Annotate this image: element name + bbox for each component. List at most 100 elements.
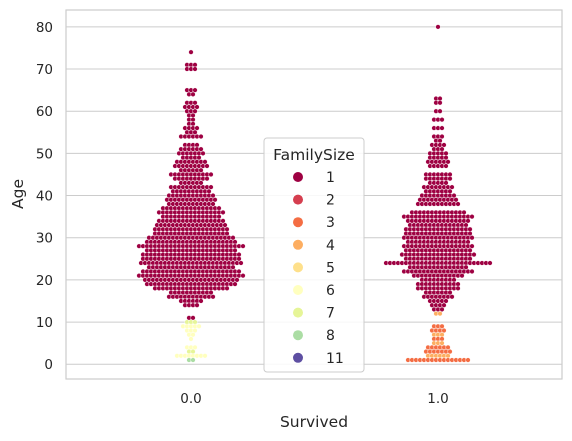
y-tick-label: 10 <box>36 315 53 331</box>
data-point <box>463 264 469 270</box>
data-point <box>224 231 230 237</box>
data-point <box>208 184 214 190</box>
legend-label: 8 <box>326 328 335 344</box>
y-tick-label: 70 <box>36 62 53 78</box>
data-point <box>439 332 445 338</box>
data-point <box>465 239 471 245</box>
data-point <box>465 218 471 224</box>
data-point <box>443 150 449 156</box>
data-point <box>238 260 244 266</box>
data-point <box>224 226 230 232</box>
data-point <box>439 336 445 342</box>
y-tick-label: 40 <box>36 189 53 205</box>
y-tick-label: 0 <box>44 357 53 373</box>
data-point <box>449 184 455 190</box>
legend-marker <box>293 330 303 341</box>
data-point <box>435 24 441 30</box>
data-point <box>188 336 194 342</box>
data-point <box>445 159 451 165</box>
data-point <box>467 247 473 253</box>
x-tick-label: 1.0 <box>427 391 448 407</box>
data-point <box>469 243 475 249</box>
data-point <box>443 298 449 304</box>
legend-label: 1 <box>326 170 335 186</box>
y-tick-label: 60 <box>36 104 53 120</box>
data-point <box>232 247 238 253</box>
y-tick-label: 20 <box>36 273 53 289</box>
data-point <box>198 180 204 186</box>
data-point <box>220 209 226 215</box>
legend-marker <box>293 217 303 228</box>
data-point <box>232 281 238 287</box>
data-point <box>471 252 477 258</box>
data-point <box>453 197 459 203</box>
data-point <box>198 134 204 140</box>
legend-marker <box>293 307 303 318</box>
data-point <box>455 281 461 287</box>
data-point <box>455 201 461 207</box>
data-point <box>459 273 465 279</box>
data-point <box>192 328 198 334</box>
data-point <box>461 209 467 215</box>
data-point <box>210 294 216 300</box>
data-point <box>236 252 242 258</box>
data-point <box>447 290 453 296</box>
x-tick-labels: 0.0 1.0 <box>180 391 448 407</box>
data-point <box>192 319 198 325</box>
data-point <box>188 49 194 55</box>
legend-marker <box>293 352 303 363</box>
data-point <box>445 353 451 359</box>
data-point <box>190 357 196 363</box>
data-point <box>192 108 198 114</box>
data-point <box>455 285 461 291</box>
data-point <box>210 201 216 207</box>
data-point <box>467 231 473 237</box>
data-point <box>232 239 238 245</box>
data-point <box>196 323 202 329</box>
legend-box <box>263 137 365 373</box>
data-point <box>439 125 445 131</box>
data-point <box>190 117 196 123</box>
data-point <box>210 193 216 199</box>
data-point <box>443 163 449 169</box>
data-point <box>437 138 443 144</box>
data-point <box>216 205 222 211</box>
legend-label: 2 <box>326 193 335 209</box>
data-point <box>230 235 236 241</box>
data-point <box>192 62 198 68</box>
legend-marker <box>293 285 303 295</box>
data-point <box>445 344 451 350</box>
data-point <box>194 125 200 131</box>
data-point <box>487 260 493 266</box>
legend-label: 7 <box>326 306 335 322</box>
data-point <box>234 277 240 283</box>
data-point <box>190 91 196 97</box>
data-point <box>194 302 200 308</box>
data-point <box>437 311 443 317</box>
data-point <box>469 235 475 241</box>
data-point <box>222 222 228 228</box>
data-point <box>216 214 222 220</box>
data-point <box>439 323 445 329</box>
data-point <box>198 146 204 152</box>
data-point <box>443 180 449 186</box>
data-point <box>441 142 447 148</box>
legend-marker <box>293 172 303 182</box>
data-point <box>202 353 208 359</box>
data-point <box>192 87 198 93</box>
data-point <box>437 100 443 106</box>
data-point <box>236 256 242 262</box>
data-point <box>441 302 447 308</box>
data-point <box>439 134 445 140</box>
data-point <box>437 108 443 114</box>
data-point <box>196 155 202 161</box>
data-point <box>443 155 449 161</box>
data-point <box>204 176 210 182</box>
data-point <box>447 176 453 182</box>
y-axis-label: Age <box>9 179 27 209</box>
data-point <box>441 328 447 334</box>
data-point <box>236 268 242 274</box>
legend-label: 5 <box>326 260 335 276</box>
data-point <box>192 344 198 350</box>
